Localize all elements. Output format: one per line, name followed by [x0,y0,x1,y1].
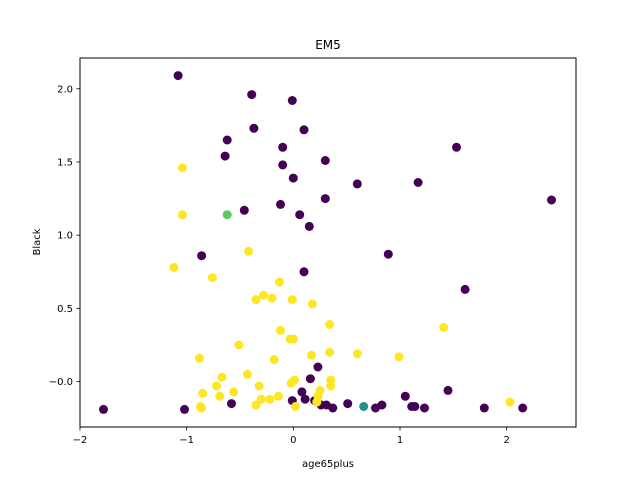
data-point [278,160,288,170]
data-point [247,90,257,100]
data-point [256,394,266,404]
data-point [312,397,322,407]
data-point [304,221,314,231]
data-point [169,262,179,272]
data-point [307,350,316,360]
data-point [212,381,221,391]
data-point [222,135,232,145]
data-point [196,402,205,411]
x-tick-label: 1 [397,435,403,446]
data-point [313,362,323,372]
x-tick-label: −2 [73,435,88,446]
data-point [400,391,410,401]
data-point [377,400,387,410]
data-point [460,284,470,294]
data-point [99,404,108,414]
data-point [239,205,249,215]
x-tick-label: −1 [179,435,194,446]
data-point [217,372,227,382]
y-tick-label: 1.0 [57,231,73,242]
data-point [308,299,317,309]
data-point [352,349,362,359]
data-point [439,322,449,332]
data-point [207,273,217,283]
data-point [394,352,404,362]
data-point [287,96,297,105]
data-point [265,394,275,404]
data-point [286,378,296,388]
y-tick-label: 0.5 [57,304,73,315]
x-axis-ticks: −2 −1 0 1 2 [73,427,510,446]
data-point [420,403,429,413]
data-point [243,369,252,379]
data-point [229,387,239,397]
data-point [452,142,461,152]
data-point [297,387,307,397]
data-point [299,267,309,277]
data-point [359,402,369,411]
data-point [269,355,279,365]
data-point [413,178,423,187]
data-point [276,325,285,335]
data-point [251,295,261,305]
data-point [273,391,283,401]
data-point [320,194,330,204]
data-point [285,334,295,344]
data-point [291,402,300,411]
data-point [254,381,264,391]
data-point [197,251,207,261]
data-point [278,142,288,152]
chart-title: EM5 [315,38,341,52]
data-point [251,400,261,410]
data-point [325,347,335,357]
data-point [180,404,189,414]
data-point [343,399,353,409]
data-point [195,353,204,363]
data-point [177,163,187,173]
data-point [244,246,253,256]
data-point [410,402,420,411]
data-point [173,71,183,81]
data-point [479,403,489,413]
data-point [220,151,230,161]
y-tick-label: −0.0 [49,377,73,388]
y-tick-label: 1.5 [57,157,73,168]
x-axis-label: age65plus [302,459,354,470]
x-tick-label: 0 [290,435,296,446]
data-point [275,277,284,287]
data-point [320,156,330,165]
data-point [328,403,338,413]
data-point [276,199,285,209]
x-tick-label: 2 [503,435,509,446]
data-point [249,123,259,133]
plot-frame [79,57,577,428]
data-point [267,293,277,303]
data-point [227,399,236,409]
y-axis-ticks: −0.0 0.5 1.0 1.5 2.0 [49,84,80,388]
y-tick-label: 2.0 [57,84,73,95]
data-point [325,320,335,329]
data-point [299,125,309,135]
data-point [288,173,298,183]
y-axis-label: Black [32,228,43,255]
data-point [518,403,528,413]
data-point [234,340,244,350]
data-point [547,195,556,205]
data-point [287,295,297,305]
data-point [177,210,187,220]
data-point [383,249,393,259]
data-point [443,385,453,395]
points-layer [99,71,556,414]
data-point [259,290,268,300]
data-point [352,179,362,189]
data-point [300,394,310,404]
data-point [215,391,225,401]
data-point [305,374,315,384]
data-point [222,210,232,220]
data-point [505,397,515,407]
data-point [198,388,208,398]
data-point [295,210,305,220]
data-point [326,381,336,391]
